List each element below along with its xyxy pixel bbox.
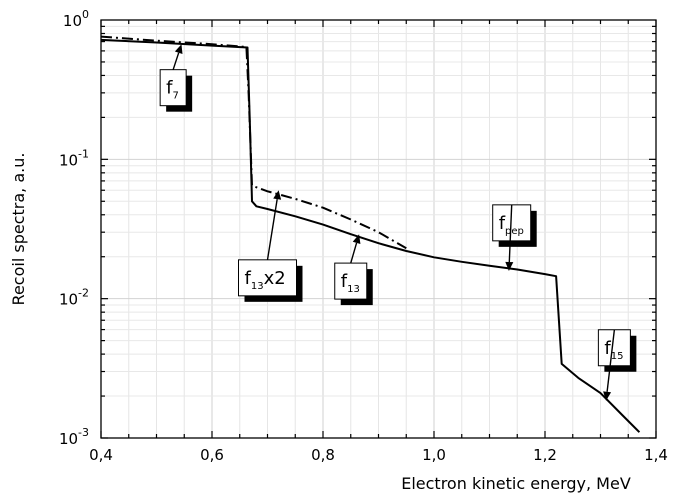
callout-box <box>159 69 187 107</box>
callout-arrow-line <box>606 329 616 392</box>
x-tick-label: 1,4 <box>644 446 668 464</box>
tick-labels: 0,4 0,6 0,8 1,0 1,2 1,4 10-3 10-2 10-1 100 <box>59 8 668 464</box>
annotation-f13x2: f13x2 <box>238 190 303 302</box>
annotations-group: f7 f13x2 f13 fpep f15 <box>159 44 637 401</box>
y-tick-label: 10-2 <box>59 287 89 309</box>
callout-arrow-head <box>352 234 361 244</box>
callout-arrow-head <box>174 44 183 55</box>
annotation-fpep: fpep <box>492 204 537 271</box>
annotation-f13: f13 <box>334 234 373 306</box>
callout-arrow-line <box>172 52 180 70</box>
callout-label: f15 <box>604 338 623 362</box>
callout-label: fpep <box>499 213 524 237</box>
callout-box <box>334 262 368 300</box>
y-axis-title: Recoil spectra, a.u. <box>9 153 28 306</box>
axis-ticks <box>100 20 657 439</box>
callout-arrow-line <box>350 242 358 264</box>
x-axis-title: Electron kinetic energy, MeV <box>401 474 631 493</box>
callout-label: f13x2 <box>245 268 286 292</box>
callout-arrow-head <box>273 190 282 200</box>
callout-arrow-head <box>505 261 514 271</box>
annotation-f7: f7 <box>159 44 193 112</box>
callout-arrow-head <box>603 391 612 401</box>
x-tick-label: 1,2 <box>533 446 557 464</box>
x-tick-label: 0,6 <box>200 446 224 464</box>
annotation-f15: f15 <box>597 329 637 401</box>
callout-label: f13 <box>341 271 360 295</box>
series-line-dashdot <box>100 35 407 250</box>
callout-arrow-line <box>508 204 513 263</box>
y-tick-label: 10-1 <box>59 147 89 169</box>
x-tick-label: 1,0 <box>422 446 446 464</box>
grid <box>101 20 656 438</box>
callout-box <box>492 204 532 242</box>
callout-arrow-line <box>266 199 278 260</box>
callout-label: f7 <box>166 78 179 102</box>
series-group <box>100 35 641 433</box>
y-tick-label: 100 <box>63 8 89 30</box>
x-tick-label: 0,8 <box>311 446 335 464</box>
y-tick-label: 10-3 <box>59 426 89 448</box>
x-tick-label: 0,4 <box>89 446 113 464</box>
